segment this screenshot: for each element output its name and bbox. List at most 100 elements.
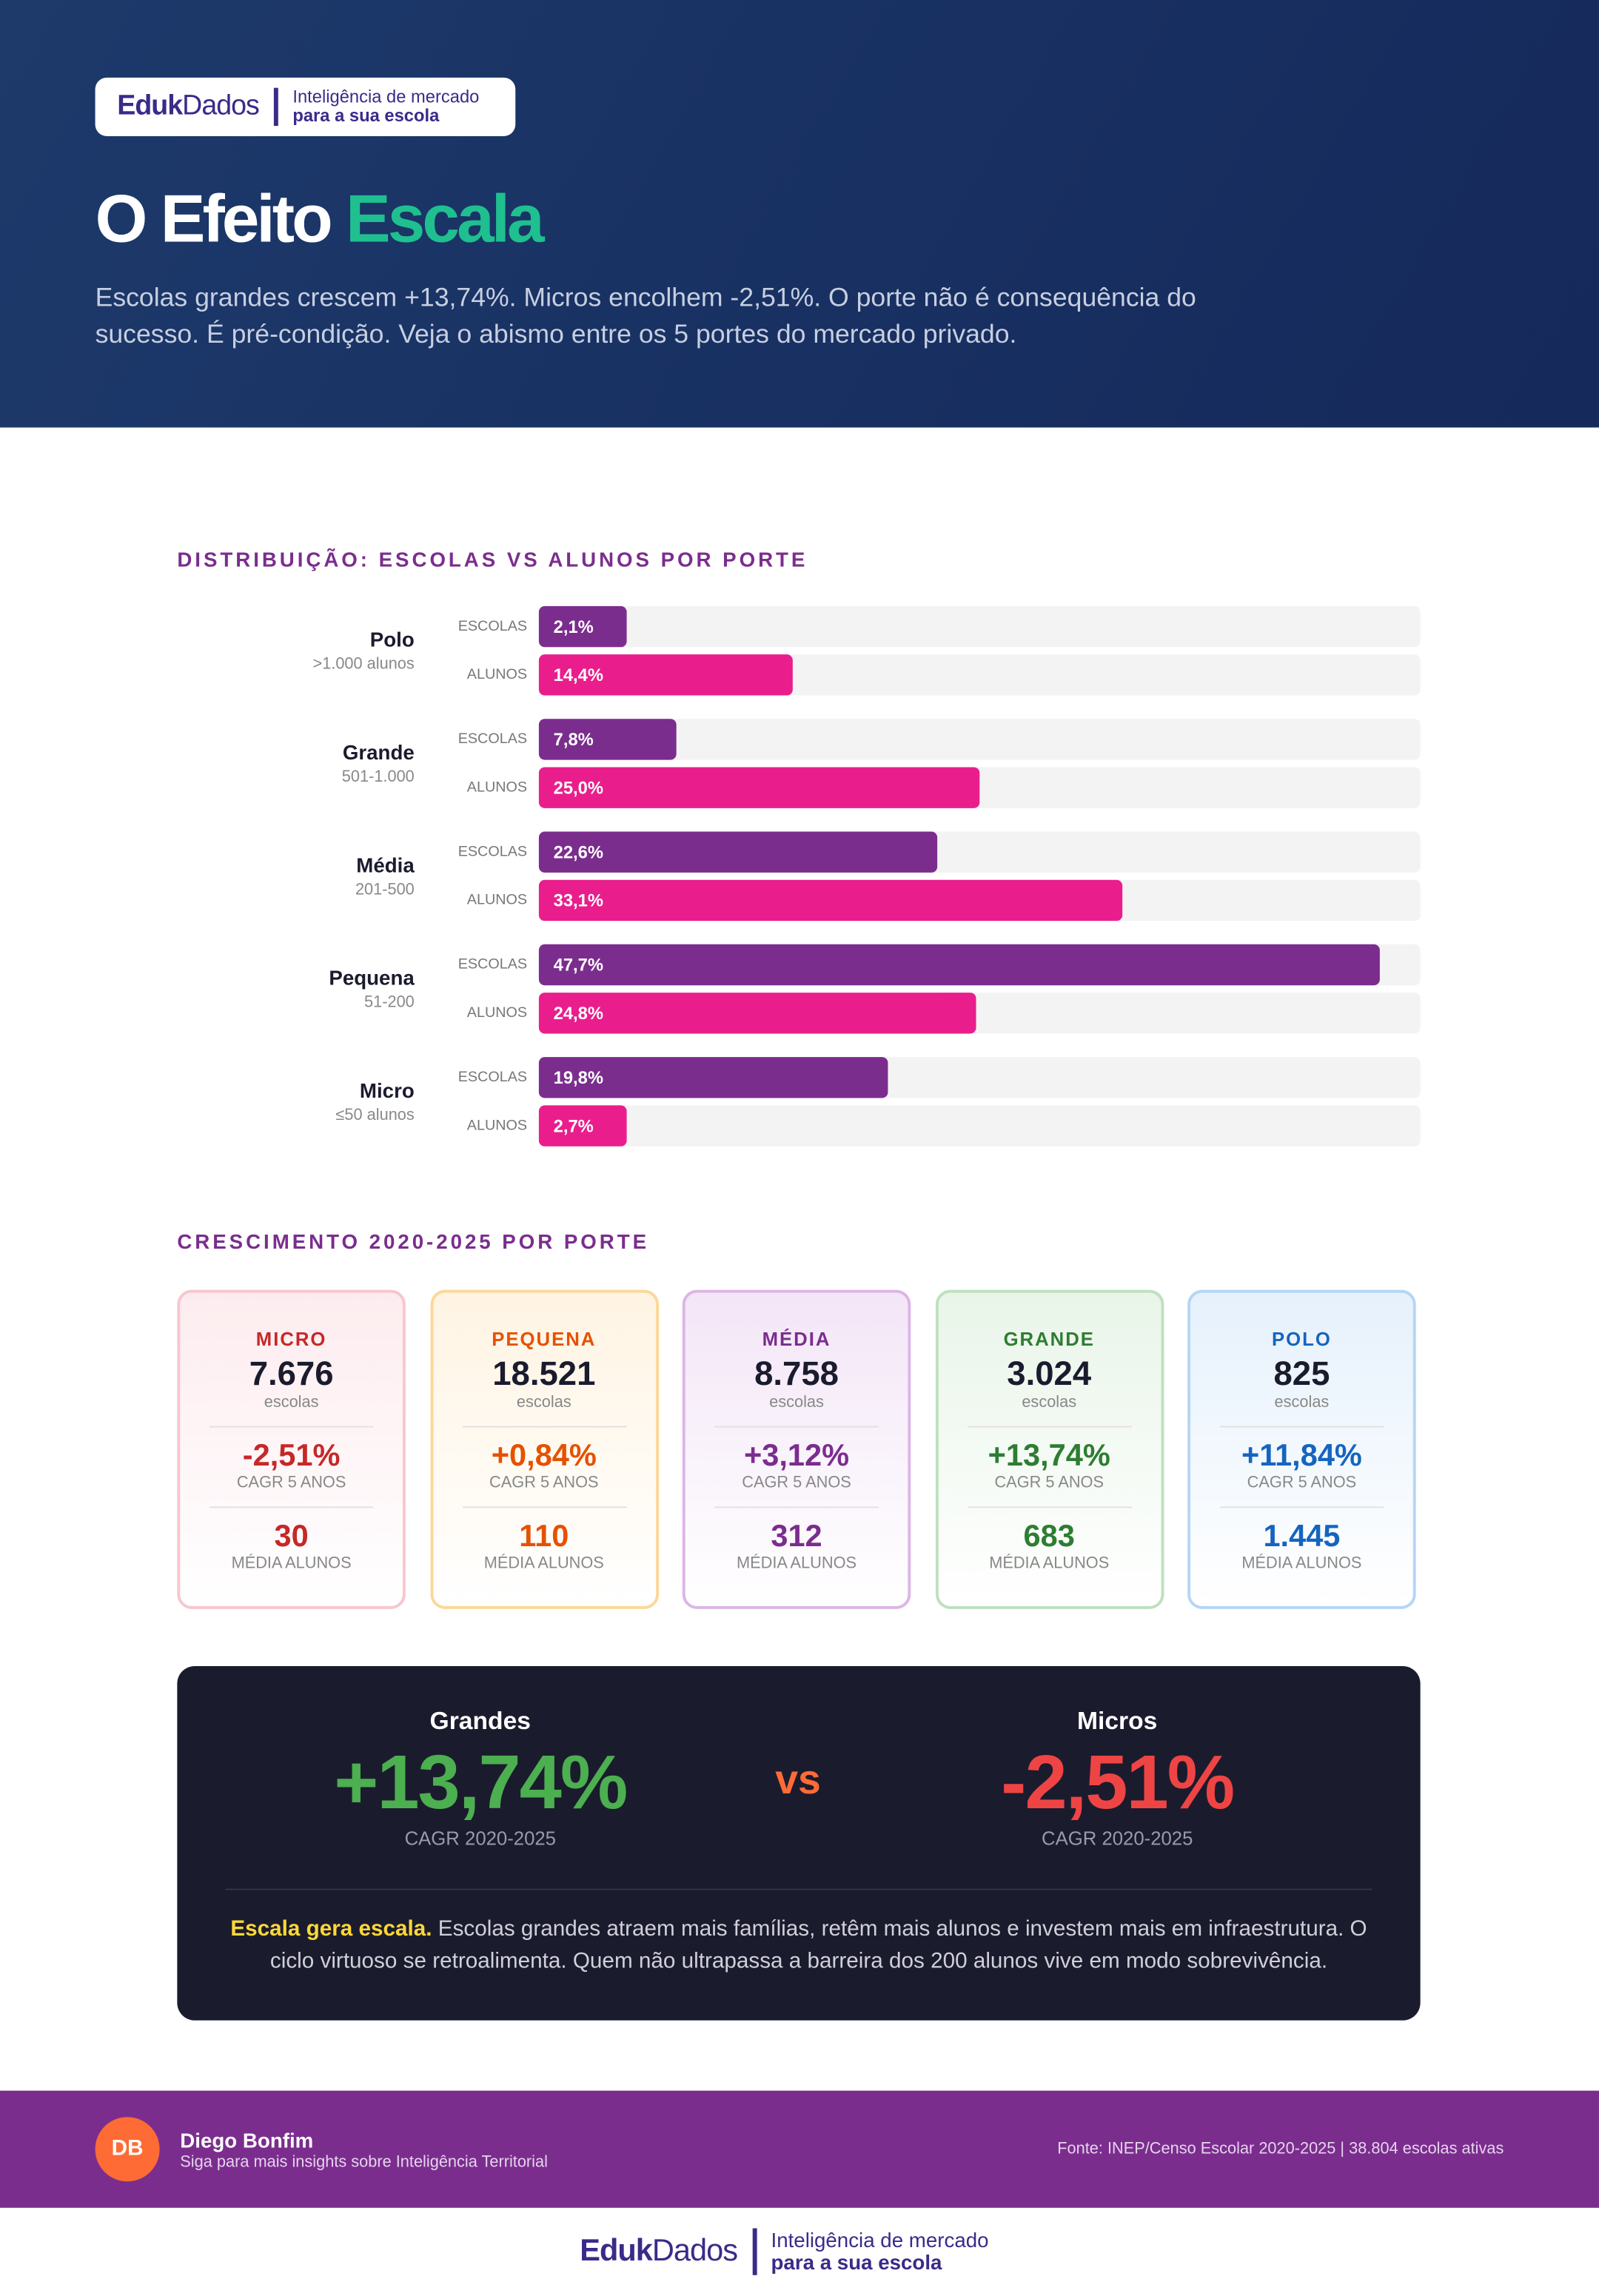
- card-cagr: +3,12%: [744, 1439, 850, 1473]
- subtitle: Escolas grandes crescem +13,74%. Micros …: [95, 282, 1196, 349]
- card-name: MICRO: [255, 1328, 327, 1350]
- growth-card: MÉDIA 8.758 escolas +3,12% CAGR 5 ANOS 312 MÉD…: [682, 1289, 911, 1609]
- card-name: MÉDIA: [762, 1328, 831, 1350]
- series-label: ALUNOS: [467, 892, 527, 908]
- vs-label: vs: [775, 1756, 821, 1802]
- category-label: Polo: [370, 628, 415, 651]
- comparison: Grandes +13,74% CAGR 2020-2025 vs Micros…: [177, 1665, 1421, 2021]
- card-count-label: escolas: [1274, 1394, 1330, 1411]
- card-count-label: escolas: [1022, 1394, 1077, 1411]
- card-count-label: escolas: [769, 1394, 824, 1411]
- value-label: 24,8%: [554, 1004, 603, 1024]
- brand-logo: EdukDados Inteligência de mercado para a …: [95, 77, 516, 136]
- card-count-label: escolas: [516, 1394, 571, 1411]
- bar-track: [538, 719, 1421, 760]
- bar: [538, 605, 627, 648]
- card-count-label: escolas: [264, 1394, 319, 1411]
- card-cagr-label: CAGR 5 ANOS: [1247, 1474, 1357, 1492]
- card-cagr-label: CAGR 5 ANOS: [742, 1474, 851, 1492]
- series-label: ALUNOS: [467, 779, 527, 795]
- series-label: ESCOLAS: [458, 956, 527, 973]
- value-label: 7,8%: [554, 731, 594, 750]
- growth-card: GRANDE 3.024 escolas +13,74% CAGR 5 ANOS 683 M…: [934, 1289, 1164, 1609]
- series-label: ALUNOS: [467, 666, 527, 682]
- title-highlight: Escala: [346, 180, 545, 257]
- card-average: 312: [771, 1520, 822, 1554]
- category-sublabel: >1.000 alunos: [313, 654, 415, 673]
- card-name: GRANDE: [1003, 1328, 1095, 1350]
- category-sublabel: 201-500: [355, 879, 415, 898]
- card-cagr-label: CAGR 5 ANOS: [489, 1474, 599, 1492]
- note-text: Escolas grandes atraem mais famílias, re…: [269, 1916, 1367, 1974]
- section-title: CRESCIMENTO 2020-2025 POR PORTE: [177, 1229, 650, 1254]
- header: EdukDados Inteligência de mercado para a …: [0, 0, 1599, 428]
- value-label: 47,7%: [554, 956, 603, 976]
- series-label: ALUNOS: [467, 1004, 527, 1021]
- card-average: 30: [274, 1520, 309, 1554]
- card-count: 7.676: [249, 1354, 334, 1393]
- series-label: ESCOLAS: [458, 1069, 527, 1085]
- bar: [538, 879, 1123, 922]
- card-count: 3.024: [1007, 1354, 1092, 1393]
- bottom-logo: EdukDados Inteligência de mercado para a …: [580, 2228, 989, 2275]
- comparison-caption: CAGR 2020-2025: [1042, 1827, 1193, 1850]
- comparison-right: Micros -2,51% CAGR 2020-2025: [898, 1707, 1337, 1849]
- author-tagline: Siga para mais insights sobre Inteligênc…: [180, 2153, 548, 2172]
- comparison-caption: CAGR 2020-2025: [404, 1827, 556, 1850]
- card-name: POLO: [1272, 1328, 1332, 1350]
- card-cagr: +13,74%: [988, 1439, 1110, 1473]
- card-average: 1.445: [1263, 1520, 1341, 1554]
- footer: DB Diego Bonfim Siga para mais insights …: [0, 2090, 1599, 2208]
- card-average-label: MÉDIA ALUNOS: [1241, 1554, 1362, 1573]
- brand-dados: Dados: [651, 2234, 738, 2268]
- brand-tagline: para a sua escola: [292, 105, 440, 127]
- source: Fonte: INEP/Censo Escolar 2020-2025 | 38…: [1057, 2140, 1504, 2158]
- series-label: ALUNOS: [467, 1117, 527, 1133]
- brand-tagline: para a sua escola: [771, 2250, 942, 2274]
- title: O Efeito Escala: [95, 178, 545, 258]
- category-label: Micro: [360, 1079, 415, 1102]
- value-label: 14,4%: [554, 666, 603, 685]
- bar: [538, 993, 976, 1034]
- bar: [538, 1057, 888, 1098]
- bar: [538, 719, 677, 760]
- comparison-value: -2,51%: [1001, 1740, 1235, 1826]
- comparison-label: Micros: [1077, 1707, 1158, 1735]
- section-title: DISTRIBUIÇÃO: ESCOLAS VS ALUNOS POR PORT…: [177, 547, 808, 571]
- card-cagr: -2,51%: [242, 1439, 341, 1473]
- category-sublabel: 501-1.000: [342, 767, 415, 785]
- card-cagr: +11,84%: [1241, 1439, 1362, 1473]
- value-label: 2,7%: [554, 1117, 594, 1136]
- comparison-value: +13,74%: [334, 1740, 628, 1826]
- card-average-label: MÉDIA ALUNOS: [989, 1554, 1110, 1573]
- value-label: 25,0%: [554, 779, 603, 798]
- card-average: 110: [519, 1520, 569, 1554]
- brand-wordmark: EdukDados: [117, 90, 260, 124]
- bar: [538, 944, 1380, 986]
- card-count: 18.521: [492, 1354, 596, 1393]
- avatar: DB: [95, 2117, 160, 2182]
- category-label: Grande: [343, 741, 415, 764]
- card-average-label: MÉDIA ALUNOS: [231, 1554, 352, 1573]
- comparison-note: Escala gera escala. Escolas grandes atra…: [226, 1913, 1372, 1978]
- growth-card: MICRO 7.676 escolas -2,51% CAGR 5 ANOS 30 MÉDI…: [177, 1289, 406, 1609]
- value-label: 19,8%: [554, 1069, 603, 1088]
- brand-tagline: Inteligência de mercado: [771, 2228, 989, 2252]
- category-sublabel: ≤50 alunos: [336, 1105, 415, 1124]
- bar-track: [538, 605, 1421, 648]
- value-label: 2,1%: [554, 618, 594, 637]
- bar: [538, 767, 980, 808]
- card-average-label: MÉDIA ALUNOS: [736, 1554, 857, 1573]
- card-average: 683: [1023, 1520, 1075, 1554]
- brand-dados: Dados: [182, 90, 260, 122]
- growth-card: POLO 825 escolas +11,84% CAGR 5 ANOS 1.445 MÉD…: [1187, 1289, 1416, 1609]
- card-average-label: MÉDIA ALUNOS: [483, 1554, 604, 1573]
- comparison-label: Grandes: [429, 1707, 531, 1735]
- category-label: Média: [356, 853, 415, 876]
- bar: [538, 654, 793, 696]
- series-label: ESCOLAS: [458, 843, 527, 859]
- category-sublabel: 51-200: [364, 993, 415, 1011]
- title-text: O Efeito: [95, 180, 333, 257]
- category-label: Pequena: [329, 967, 415, 990]
